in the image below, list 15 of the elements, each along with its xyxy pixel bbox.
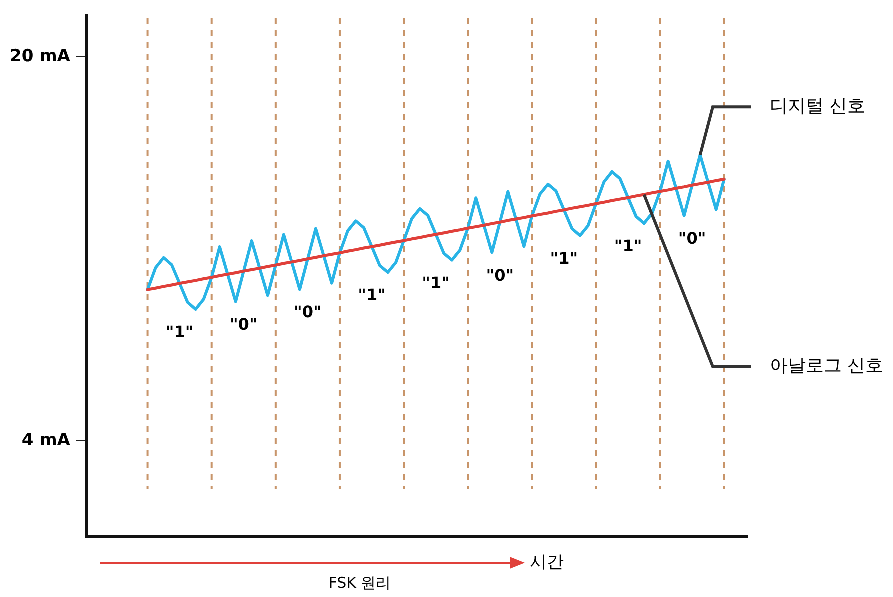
annotation: "1": [166, 322, 194, 342]
x-axis-title: 시간: [530, 552, 564, 572]
y-tick-label: 20 mA: [10, 46, 72, 66]
annotation: "1": [422, 273, 450, 292]
annotation: "1": [614, 236, 642, 256]
annotation: "0": [230, 314, 258, 334]
y-tick-label: 4 mA: [22, 430, 72, 450]
text: FSK 원리: [328, 574, 392, 592]
text: 디지털 신호: [770, 96, 866, 117]
annotation: "0": [294, 302, 322, 322]
annotation: "0": [486, 266, 514, 285]
annotation: "1": [358, 286, 386, 305]
annotation: "0": [678, 229, 706, 248]
text: 아날로그 신호: [770, 355, 884, 376]
annotation: "1": [550, 248, 578, 268]
